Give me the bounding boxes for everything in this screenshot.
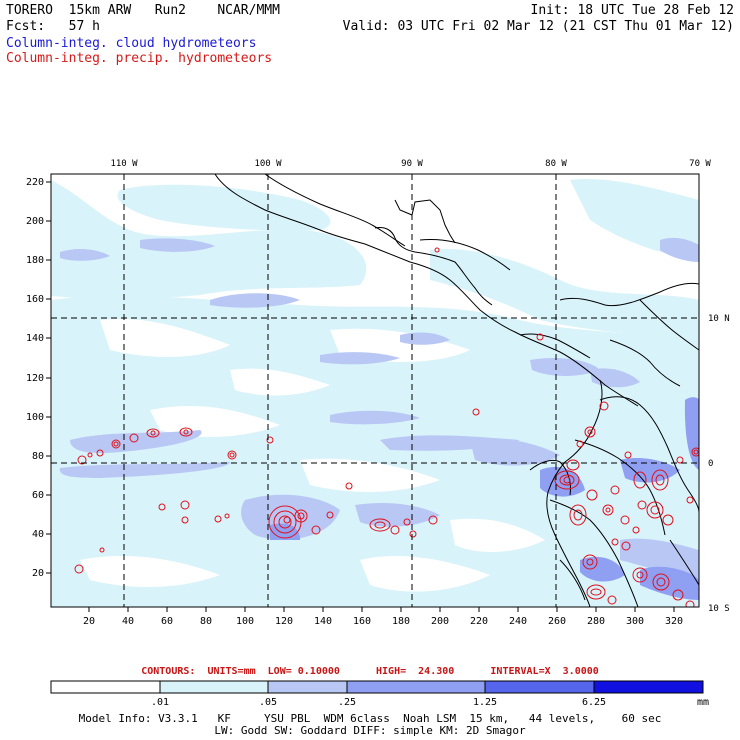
x-tick-label: 100 [236,616,254,627]
lon-label: 110 W [110,159,138,169]
x-tick-label: 240 [509,616,527,627]
y-tick-labels: 220 200 180 160 140 120 100 80 60 40 20 [26,177,44,579]
y-tick-label: 80 [32,451,44,462]
lon-label: 100 W [254,159,282,169]
x-tick-label: 160 [353,616,371,627]
x-tick-label: 280 [587,616,605,627]
x-tick-label: 320 [665,616,683,627]
x-tick-label: 80 [200,616,212,627]
lon-label: 70 W [689,159,711,169]
y-tick-label: 120 [26,373,44,384]
lat-labels: 10 N 0 10 S [708,314,730,614]
header-valid-time: Valid: 03 UTC Fri 02 Mar 12 (21 CST Thu … [342,19,734,34]
x-tick-label: 300 [626,616,644,627]
y-tick-label: 160 [26,294,44,305]
colorbar-label: .01 [151,697,169,708]
colorbar-segment [346,680,486,694]
colorbar-segment [159,680,269,694]
colorbar-segment [267,680,348,694]
colorbar-segment [484,680,595,694]
y-tick-label: 200 [26,216,44,227]
x-tick-label: 120 [275,616,293,627]
y-tick-label: 60 [32,490,44,501]
colorbar-label: 6.25 [582,697,606,708]
lat-lon-grid [51,174,699,607]
header-left-line2: Fcst: 57 h [6,19,100,34]
lat-label: 10 N [708,314,730,324]
y-tick-label: 100 [26,412,44,423]
coastlines [214,174,699,607]
colorbar-labels: .01 .05 .25 1.25 6.25 mm [151,697,709,708]
model-info-line2: LW: Godd SW: Goddard DIFF: simple KM: 2D… [214,724,526,737]
x-tick-label: 20 [83,616,95,627]
y-tick-label: 180 [26,255,44,266]
y-tick-label: 20 [32,568,44,579]
header-left-line1: TORERO 15km ARW Run2 NCAR/MMM [6,3,280,18]
x-tick-label: 200 [431,616,449,627]
x-tick-labels: 20 40 60 80 100 120 140 160 180 200 220 … [83,616,683,627]
x-tick-label: 180 [392,616,410,627]
legend-cloud-hydrometeors: Column-integ. cloud hydrometeors [6,36,257,51]
colorbar-segment [593,680,704,694]
contour-info: CONTOURS: UNITS=mm LOW= 0.10000 HIGH= 24… [141,666,599,677]
cloud-shading [51,174,699,607]
lon-labels: 110 W 100 W 90 W 80 W 70 W [110,159,711,169]
lat-label: 10 S [708,604,730,614]
model-info-line1: Model Info: V3.3.1 KF YSU PBL WDM 6class… [78,712,662,725]
header-init-time: Init: 18 UTC Tue 28 Feb 12 [530,3,735,18]
x-tick-label: 260 [548,616,566,627]
colorbar-label: 1.25 [473,697,497,708]
colorbar [50,680,704,694]
y-tick-label: 140 [26,333,44,344]
colorbar-label: .25 [338,697,356,708]
legend-precip-hydrometeors: Column-integ. precip. hydrometeors [6,51,273,66]
lat-label: 0 [708,459,713,469]
plot-frame [50,173,700,608]
y-tick-label: 220 [26,177,44,188]
y-tick-label: 40 [32,529,44,540]
x-tick-label: 140 [314,616,332,627]
x-tick-label: 220 [470,616,488,627]
colorbar-unit: mm [697,697,709,708]
colorbar-segment [50,680,161,694]
colorbar-label: .05 [259,697,277,708]
tick-marks [46,181,675,612]
x-tick-label: 40 [122,616,134,627]
x-tick-label: 60 [161,616,173,627]
lon-label: 90 W [401,159,423,169]
precip-contours [74,247,699,607]
lon-label: 80 W [545,159,567,169]
